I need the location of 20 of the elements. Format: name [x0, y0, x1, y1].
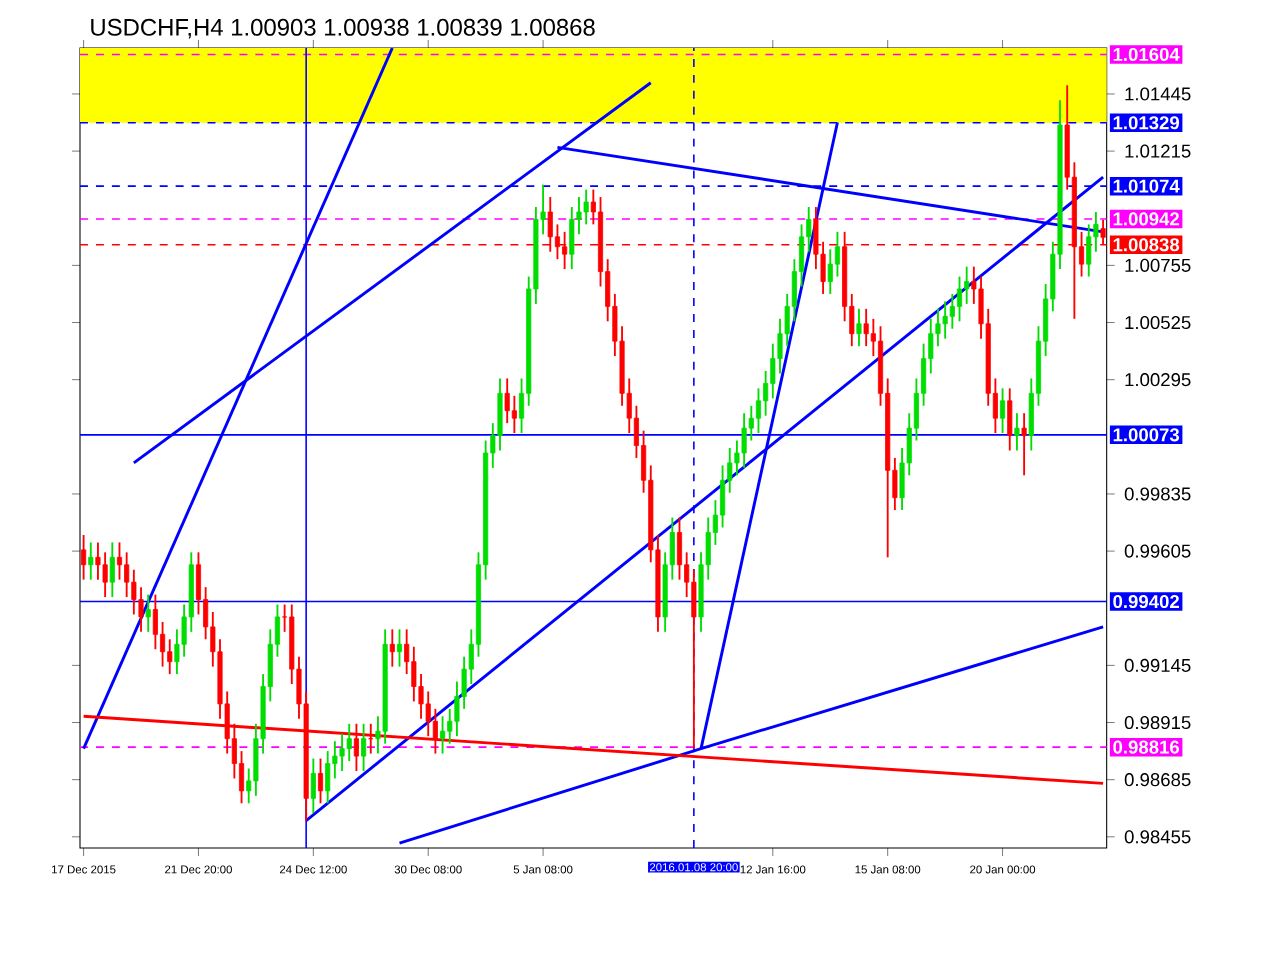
- ref-line-label: 0.99402: [1113, 594, 1179, 609]
- y-tick-label: 0.99605: [1124, 544, 1191, 558]
- y-tick-label: 0.98455: [1124, 830, 1191, 844]
- ref-line-label: 1.00942: [1113, 212, 1179, 226]
- ref-line-label: 1.01604: [1113, 47, 1180, 62]
- ref-line-label: 1.01329: [1113, 116, 1180, 130]
- chart-title: USDCHF,H4 1.00903 1.00938 1.00839 1.00868: [91, 18, 595, 39]
- ref-line-label: 0.98816: [1113, 740, 1180, 754]
- ref-line-label: 1.00073: [1113, 428, 1180, 442]
- y-tick-label: 1.01215: [1125, 144, 1191, 158]
- y-tick-label: 0.98915: [1124, 715, 1191, 730]
- ref-line-label: 1.01074: [1113, 179, 1180, 193]
- y-tick-label: 0.99145: [1124, 658, 1191, 672]
- y-tick-label: 1.01445: [1125, 87, 1191, 101]
- y-tick-label: 1.00755: [1125, 258, 1191, 272]
- y-tick-label: 0.98685: [1124, 773, 1191, 787]
- y-tick-label: 1.00525: [1125, 315, 1191, 330]
- y-tick-label: 0.99835: [1124, 487, 1191, 501]
- ref-line-label: 1.00838: [1113, 238, 1180, 252]
- y-tick-label: 1.00295: [1125, 373, 1191, 387]
